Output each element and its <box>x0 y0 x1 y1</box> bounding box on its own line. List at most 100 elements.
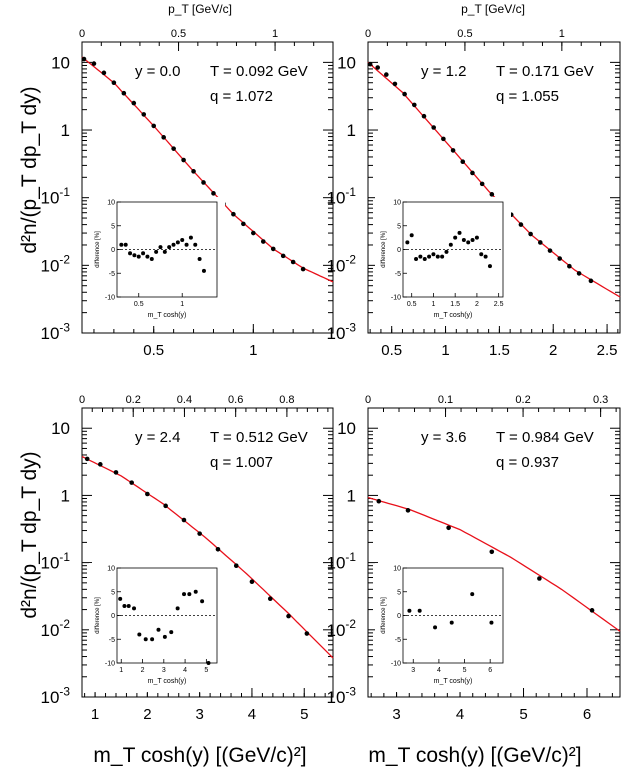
y-tick-label: 1 <box>347 486 356 505</box>
data-point <box>538 240 543 245</box>
inset-x-tick-label: 2 <box>475 301 479 308</box>
top-x-tick-label: 0.8 <box>279 394 294 406</box>
data-point <box>470 170 475 176</box>
inset-x-tick-label: 0.5 <box>407 301 417 308</box>
fit-curve <box>81 455 334 659</box>
data-point <box>280 253 286 259</box>
data-point <box>375 65 380 70</box>
inset-data-point <box>182 592 187 597</box>
data-point <box>111 80 117 86</box>
y-tick-label: 10-1 <box>327 185 357 208</box>
inset-data-point <box>184 242 189 247</box>
inset-data-point <box>405 240 410 245</box>
temperature-label: T = 0.984 GeV <box>496 429 594 446</box>
inset-data-point <box>479 252 484 257</box>
y-tick-label: 1 <box>347 121 356 140</box>
inset-x-tick-label: 0.5 <box>134 301 144 308</box>
inset-data-point <box>171 242 176 247</box>
data-point <box>121 90 127 96</box>
y-tick-label: 10 <box>337 53 356 72</box>
inset-data-point <box>489 620 494 625</box>
data-point <box>528 231 533 237</box>
inset-data-point <box>206 661 211 665</box>
data-point <box>421 113 427 119</box>
inset-data-point <box>162 249 167 254</box>
y-tick-label: 1 <box>61 486 70 505</box>
inset-data-point <box>201 268 206 273</box>
data-point <box>171 146 176 151</box>
panel-4: 3 4 5 6 0 0.1 0.2 0.3 10-3 10-2 10-1 1 10 y = 3.6 T = … <box>327 394 621 723</box>
inset-y-tick-label: -10 <box>391 661 401 668</box>
inset-x-tick-label: 4 <box>437 667 441 674</box>
inset-data-point <box>444 249 449 254</box>
inset-data-point <box>457 230 462 235</box>
inset-y-tick-label: 5 <box>397 589 401 596</box>
inset-y-tick-label: -10 <box>391 295 401 302</box>
inset-data-point <box>187 592 192 597</box>
inset-y-tick-label: 0 <box>111 613 115 620</box>
data-point <box>589 608 595 613</box>
data-point <box>101 70 107 76</box>
inset-plot: 1 2 3 4 5 -10 -5 0 5 10 m_T cosh(y) difference [%] <box>89 563 225 692</box>
inset-data-point <box>175 240 180 245</box>
data-point <box>431 125 436 130</box>
inset-data-point <box>448 242 453 247</box>
inset-data-point <box>200 599 205 604</box>
inset-data-point <box>118 596 123 601</box>
y-tick-label: 10-1 <box>41 185 71 208</box>
inset-data-point <box>150 637 155 642</box>
inset-x-tick-label: 3 <box>411 667 415 674</box>
inset-data-point <box>427 254 432 259</box>
inset-data-point <box>145 254 150 259</box>
top-x-tick-label: 0 <box>79 28 85 40</box>
inset-x-tick-label: 2.5 <box>494 301 504 308</box>
inset-y-tick-label: 10 <box>393 566 401 573</box>
data-point <box>131 100 137 106</box>
inset-data-point <box>175 606 180 611</box>
x-tick-label: 4 <box>248 706 256 723</box>
inset-data-point <box>466 240 471 245</box>
data-point <box>151 123 157 129</box>
data-point <box>231 211 236 217</box>
data-point <box>450 148 456 153</box>
y-tick-label: 10-2 <box>327 253 357 276</box>
rapidity-label: y = 2.4 <box>135 429 180 446</box>
inset-plot: 0.5 1 -10 -5 0 5 10 m_T cosh(y) difference [%] <box>89 197 225 326</box>
data-point <box>367 61 373 67</box>
inset-data-point <box>193 242 198 247</box>
top-x-tick-label: 0.5 <box>457 28 472 40</box>
data-point <box>460 159 466 165</box>
data-point <box>376 498 382 504</box>
inset-data-point <box>132 253 137 258</box>
x-tick-label: 5 <box>300 706 308 723</box>
top-x-tick-label: 0.4 <box>177 394 192 406</box>
y-tick-label: 10-2 <box>41 617 71 640</box>
inset-data-point <box>418 254 423 259</box>
top-x-tick-label: 0.2 <box>126 394 141 406</box>
data-point <box>201 180 206 185</box>
data-point <box>98 462 103 467</box>
rapidity-label: y = 3.6 <box>421 429 466 446</box>
top-x-tick-label: 0.6 <box>228 394 243 406</box>
data-point <box>489 549 495 555</box>
data-point <box>249 579 255 584</box>
top-x-tick-label: 0.1 <box>438 394 453 406</box>
y-tick-label: 10-3 <box>41 320 71 343</box>
inset-data-point <box>132 606 137 611</box>
data-point <box>547 248 553 253</box>
inset-data-point <box>440 254 445 259</box>
data-point <box>267 596 273 602</box>
inset-data-point <box>123 242 128 247</box>
top-x-tick-label: 0.2 <box>515 394 530 406</box>
inset-y-tick-label: 0 <box>397 247 401 254</box>
inset-data-point <box>417 608 422 613</box>
inset-data-point <box>162 634 167 639</box>
x-tick-label: 5 <box>519 706 527 723</box>
inset-y-tick-label: -10 <box>105 295 115 302</box>
inset-x-label: m_T cosh(y) <box>148 312 187 319</box>
data-point <box>567 263 572 269</box>
inset-data-point <box>154 249 159 254</box>
inset-x-tick-label: 2 <box>141 667 145 674</box>
y-tick-label: 10-2 <box>41 253 71 276</box>
